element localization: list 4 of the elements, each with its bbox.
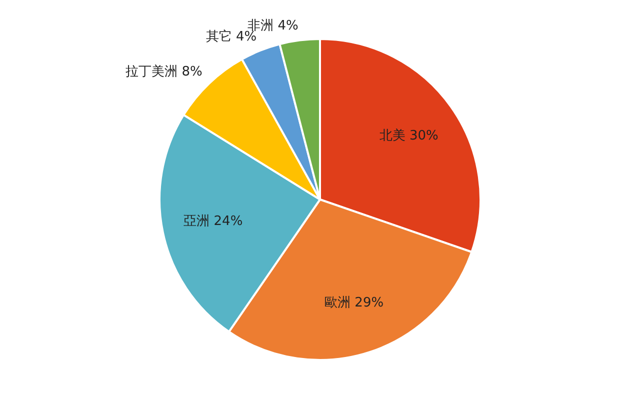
slice-label: 北美 30% — [379, 128, 438, 144]
slice-label: 拉丁美洲 8% — [126, 63, 202, 80]
slice-label: 歐洲 29% — [324, 296, 384, 311]
slice-label: 亞洲 24% — [184, 214, 243, 230]
